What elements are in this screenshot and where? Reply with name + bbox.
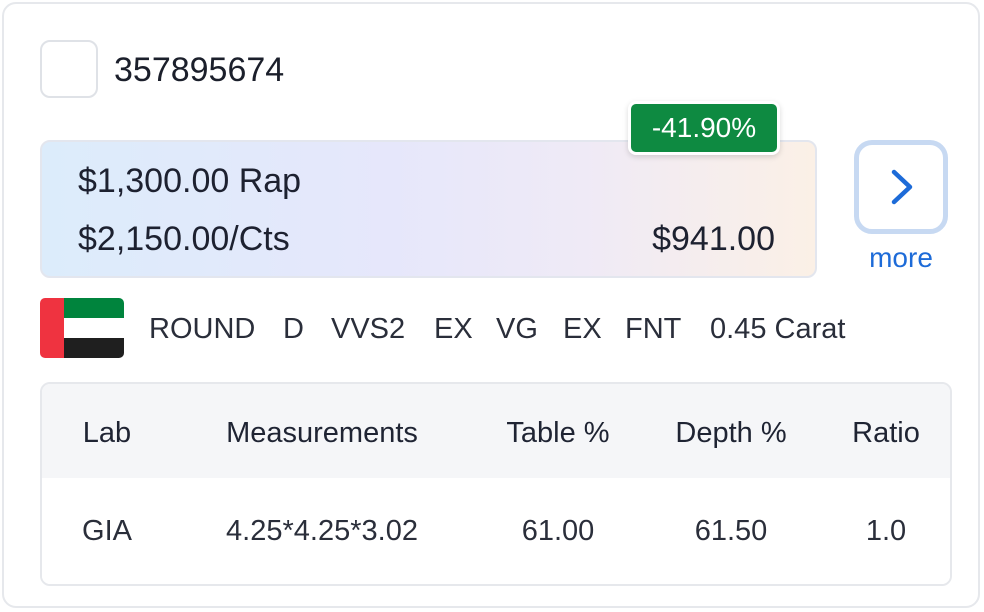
table-row: GIA 4.25*4.25*3.02 61.00 61.50 1.0: [42, 478, 950, 586]
header-lab: Lab: [64, 414, 150, 452]
cell-table: 61.00: [488, 512, 628, 550]
header-table: Table %: [488, 414, 628, 452]
attr-fluorescence: FNT: [625, 310, 681, 348]
discount-badge: -41.90%: [628, 101, 780, 155]
attr-cut: EX: [434, 310, 473, 348]
attr-color: D: [283, 310, 304, 348]
specs-table: Lab Measurements Table % Depth % Ratio G…: [40, 382, 952, 586]
attr-carat: 0.45 Carat: [710, 310, 845, 348]
attr-polish: VG: [496, 310, 538, 348]
header-depth: Depth %: [656, 414, 806, 452]
cell-depth: 61.50: [656, 512, 806, 550]
attr-clarity: VVS2: [331, 310, 405, 348]
more-link[interactable]: more: [854, 240, 948, 276]
cell-ratio: 1.0: [838, 512, 934, 550]
cell-lab: GIA: [64, 512, 150, 550]
stock-id: 357895674: [114, 48, 284, 92]
uae-flag-icon: [40, 298, 124, 358]
price-per-carat: $2,150.00/Cts: [78, 218, 290, 260]
table-header-row: Lab Measurements Table % Depth % Ratio: [42, 384, 950, 478]
total-price: $941.00: [652, 218, 775, 260]
price-panel: $1,300.00 Rap $2,150.00/Cts $941.00: [40, 140, 817, 278]
more-button[interactable]: [854, 140, 948, 234]
chevron-right-icon: [881, 167, 921, 207]
select-checkbox[interactable]: [40, 40, 98, 98]
rap-price: $1,300.00 Rap: [78, 160, 301, 202]
header-measurements: Measurements: [204, 414, 440, 452]
cell-measurements: 4.25*4.25*3.02: [204, 512, 440, 550]
attr-symmetry: EX: [563, 310, 602, 348]
attr-shape: ROUND: [149, 310, 255, 348]
header-ratio: Ratio: [838, 414, 934, 452]
